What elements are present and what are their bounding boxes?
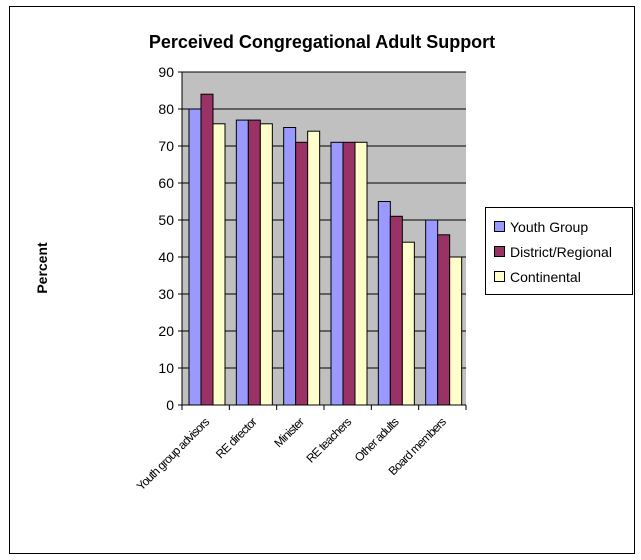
x-tick-label: Minister [271, 415, 307, 451]
gridlines [182, 71, 466, 369]
x-tick-label: Youth group advisors [134, 415, 213, 494]
legend-item: Continental [494, 264, 632, 289]
bar [307, 130, 321, 406]
y-tick-label: 40 [158, 249, 174, 265]
legend-swatch [494, 221, 505, 232]
x-tick-label: RE director [213, 415, 260, 462]
legend-label: Youth Group [510, 218, 589, 235]
bar [342, 141, 356, 406]
legend-item: District/Regional [494, 239, 632, 264]
bar [425, 219, 439, 406]
y-tick-label: 90 [158, 64, 174, 80]
bar [283, 127, 297, 406]
legend-item: Youth Group [494, 214, 632, 239]
x-tick-label: RE teachers [303, 415, 354, 466]
y-tick-label: 10 [158, 360, 174, 376]
bar [437, 234, 451, 406]
y-ticks: 0 10 20 30 40 50 60 70 80 90 [158, 64, 182, 413]
y-tick-label: 60 [158, 175, 174, 191]
bar [235, 119, 249, 406]
bar [295, 141, 309, 406]
legend-label: District/Regional [510, 243, 612, 260]
bar [259, 123, 273, 406]
y-tick-label: 50 [158, 212, 174, 228]
bar [188, 108, 202, 406]
y-tick-label: 70 [158, 138, 174, 154]
legend-swatch [494, 271, 505, 282]
bar [200, 93, 214, 406]
x-ticks: Youth group advisors RE director MinisterR… [134, 405, 467, 494]
y-tick-label: 30 [158, 286, 174, 302]
y-tick-label: 0 [166, 397, 174, 413]
bar [377, 201, 391, 406]
chart-title: Perceived Congregational Adult Support [148, 32, 496, 52]
x-tick-label: Other adults [352, 415, 402, 465]
legend: Youth Group District/Regional Continental [485, 207, 633, 295]
y-tick-label: 80 [158, 101, 174, 117]
y-tick-label: 20 [158, 323, 174, 339]
bar [449, 256, 463, 406]
bar [401, 241, 415, 406]
bar [354, 141, 368, 406]
plot-area-background [182, 72, 466, 405]
bar [212, 123, 226, 406]
legend-label: Continental [510, 268, 581, 285]
legend-swatch [494, 246, 505, 257]
bar [389, 215, 403, 406]
bar [330, 141, 344, 406]
bar [247, 119, 261, 406]
